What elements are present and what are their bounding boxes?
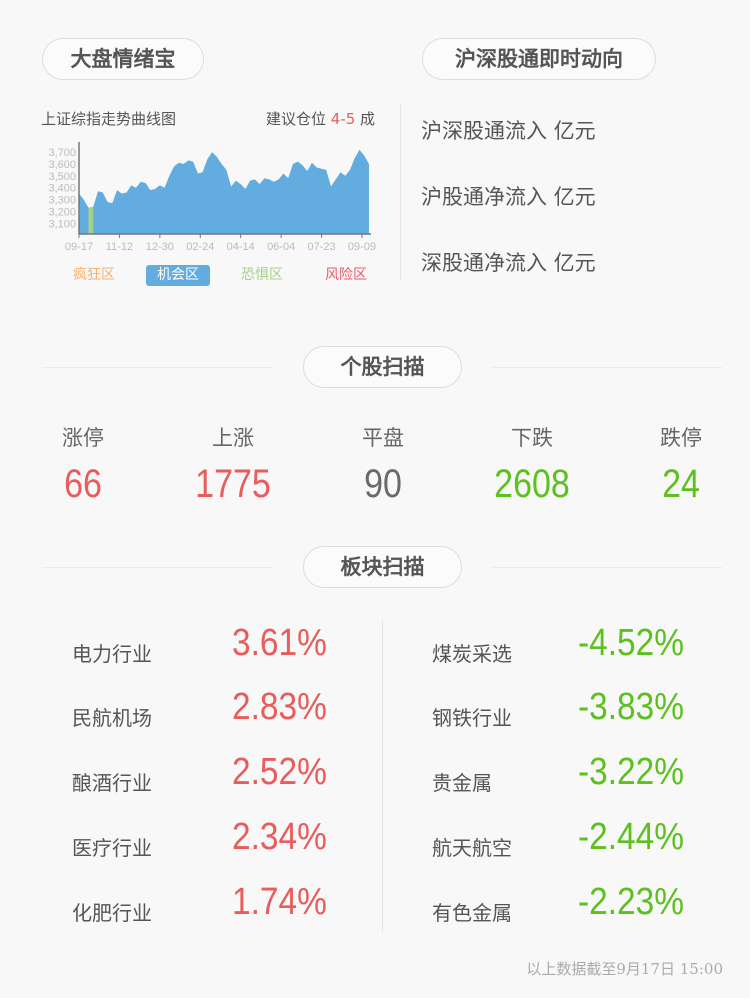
stat-label: 平盘 <box>362 426 404 450</box>
y-tick-label: 3,600 <box>48 159 76 171</box>
divider <box>42 367 272 368</box>
zone-1[interactable]: 机会区 <box>146 265 210 286</box>
sector-name: 医疗行业 <box>72 836 152 860</box>
sector-change: 2.34% <box>232 816 327 858</box>
y-tick-label: 3,400 <box>48 183 76 195</box>
x-tick-label: 11-12 <box>106 241 133 253</box>
sector-change: -3.22% <box>578 751 684 793</box>
x-tick-label: 09-09 <box>348 241 376 253</box>
sentiment-title: 大盘情绪宝 <box>42 38 204 80</box>
sector-name: 有色金属 <box>432 901 512 925</box>
sector-name: 民航机场 <box>72 706 152 730</box>
sector-change: -3.83% <box>578 686 684 728</box>
zone-3[interactable]: 风险区 <box>325 267 367 283</box>
sector-name: 化肥行业 <box>72 901 152 925</box>
divider <box>492 367 722 368</box>
stat-value: 2608 <box>494 462 570 506</box>
sector-name: 酿酒行业 <box>72 771 152 795</box>
x-tick-label: 07-23 <box>308 241 336 253</box>
sector-name: 煤炭采选 <box>432 642 512 666</box>
divider <box>492 567 722 568</box>
y-tick-label: 3,700 <box>48 147 76 159</box>
x-tick-label: 12-30 <box>146 241 174 253</box>
fear-zone-area <box>88 206 94 234</box>
stat-label: 涨停 <box>62 426 104 450</box>
sector-change: -2.23% <box>578 881 684 923</box>
connect-line-1: 沪深股通流入 亿元 <box>421 119 596 143</box>
sector-change: -2.44% <box>578 816 684 858</box>
panel-divider <box>400 105 401 280</box>
sector-name: 航天航空 <box>432 836 512 860</box>
connect-line-3: 深股通净流入 亿元 <box>421 251 596 275</box>
chart-title: 上证综指走势曲线图 <box>41 110 177 128</box>
connect-line-2: 沪股通净流入 亿元 <box>421 185 596 209</box>
stat-label: 下跌 <box>511 426 553 450</box>
sector-change: 1.74% <box>232 881 327 923</box>
x-tick-label: 02-24 <box>186 241 214 253</box>
y-tick-label: 3,100 <box>48 218 76 230</box>
stat-value: 24 <box>662 462 700 506</box>
x-tick-label: 04-14 <box>227 241 255 253</box>
footer-note: 以上数据截至9月17日 15:00 <box>526 960 723 978</box>
x-tick-label: 06-04 <box>267 241 295 253</box>
advice-value: 4-5 <box>330 110 356 128</box>
index-area <box>79 149 369 234</box>
sector-change: -4.52% <box>578 622 684 664</box>
position-advice: 建议仓位 4-5 成 <box>266 108 375 129</box>
y-tick-label: 3,200 <box>48 206 76 218</box>
stat-value: 1775 <box>195 462 271 506</box>
zone-0[interactable]: 疯狂区 <box>73 267 115 283</box>
connect-title: 沪深股通即时动向 <box>422 38 656 80</box>
sectors-title: 板块扫描 <box>303 546 462 588</box>
sector-change: 2.52% <box>232 751 327 793</box>
stat-label: 上涨 <box>212 426 254 450</box>
stocks-title: 个股扫描 <box>303 346 462 388</box>
sector-name: 贵金属 <box>432 771 492 795</box>
advice-prefix: 建议仓位 <box>266 110 331 128</box>
advice-suffix: 成 <box>355 110 376 128</box>
sector-name: 钢铁行业 <box>432 706 512 730</box>
stat-value: 66 <box>64 462 102 506</box>
stat-value: 90 <box>364 462 402 506</box>
y-tick-label: 3,300 <box>48 195 76 207</box>
sector-name: 电力行业 <box>72 642 152 666</box>
y-tick-label: 3,500 <box>48 171 76 183</box>
sector-divider <box>382 620 383 932</box>
divider <box>42 567 272 568</box>
zone-2[interactable]: 恐惧区 <box>241 267 283 283</box>
x-tick-label: 09-17 <box>65 241 93 253</box>
sector-change: 3.61% <box>232 622 327 664</box>
sector-change: 2.83% <box>232 686 327 728</box>
stat-label: 跌停 <box>660 426 702 450</box>
